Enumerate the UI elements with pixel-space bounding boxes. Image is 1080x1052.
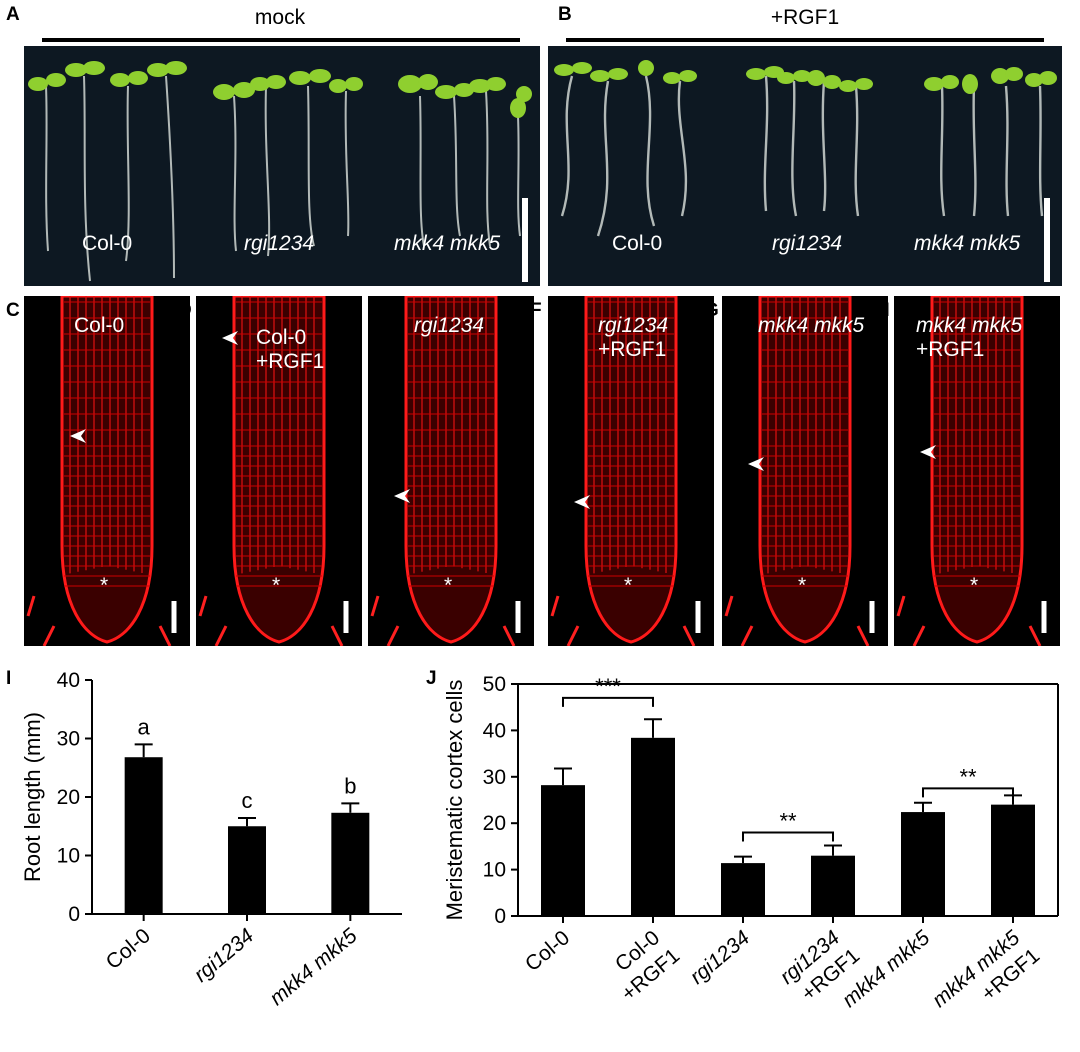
significance-letter: a: [138, 714, 151, 739]
root-tip-drawing: [198, 296, 349, 646]
scale-bar-a: [522, 198, 528, 282]
y-tick-label: 20: [57, 786, 80, 809]
photo-b-label-col0: Col-0: [612, 232, 663, 255]
confocal-label-f: rgi1234: [598, 314, 669, 337]
root-tip-drawing: [896, 296, 1047, 646]
significance-stars: ***: [595, 674, 621, 699]
quiescent-center-marker: *: [970, 574, 979, 597]
panel-label-f: F: [530, 300, 542, 321]
y-tick-label: 10: [483, 859, 506, 882]
quiescent-center-marker: *: [798, 574, 807, 597]
panel-label-b: B: [558, 4, 572, 25]
root-tip-drawing: [550, 296, 701, 646]
x-category-label: Col-0: [102, 924, 155, 974]
panel-label-c: C: [6, 300, 20, 321]
quiescent-center-marker: *: [624, 574, 633, 597]
confocal-treatment-d: +RGF1: [256, 350, 325, 373]
chart-meristem-cells: J 0 10 20 30 40 50 Meristematic cortex cells Col…: [426, 668, 1059, 1012]
y-tick-label: 40: [483, 719, 506, 742]
photo-a-label-rgi1234: rgi1234: [244, 232, 315, 255]
quiescent-center-marker: *: [100, 574, 109, 597]
y-tick-label: 0: [68, 903, 80, 926]
confocal-label-e: rgi1234: [414, 314, 485, 337]
seedling-photo-rgf1: Col-0 rgi1234 mkk4 mkk5: [548, 46, 1062, 286]
panel-label-d: D: [178, 300, 192, 321]
seedling-photo-mock: Col-0 rgi1234 mkk4 mkk5: [24, 46, 540, 286]
confocal-image-d: * Col-0 +RGF1: [196, 296, 362, 646]
rgf1-header: +RGF1: [770, 6, 840, 29]
bar: [811, 855, 855, 916]
y-tick-label: 30: [483, 766, 506, 789]
mock-header: mock: [254, 6, 306, 29]
y-tick-label: 40: [57, 669, 80, 692]
significance-bracket: [562, 696, 654, 707]
root-tip-drawing: [370, 296, 521, 646]
photo-a-label-mkk4mkk5: mkk4 mkk5: [394, 232, 501, 255]
confocal-label-d: Col-0: [256, 326, 307, 349]
y-tick-label: 20: [483, 812, 506, 835]
quiescent-center-marker: *: [272, 574, 281, 597]
bar: [901, 812, 945, 916]
confocal-image-c: * Col-0: [24, 296, 190, 646]
y-tick-label: 50: [483, 673, 506, 696]
bar: [631, 737, 675, 916]
confocal-image-h: * mkk4 mkk5 +RGF1: [894, 296, 1060, 646]
significance-stars: **: [779, 808, 797, 833]
y-tick-label: 0: [494, 905, 506, 928]
confocal-label-h: mkk4 mkk5: [916, 314, 1023, 337]
significance-bracket: [742, 831, 834, 842]
y-tick-label: 10: [57, 845, 80, 868]
x-category-label: rgi1234: [190, 924, 258, 987]
scale-bar-b: [1044, 198, 1050, 282]
significance-stars: **: [959, 764, 977, 789]
bar: [124, 757, 163, 914]
significance-letter: b: [344, 773, 356, 798]
panel-label-i: I: [6, 668, 11, 689]
photo-b-label-mkk4mkk5: mkk4 mkk5: [914, 232, 1021, 255]
x-category-label: Col-0: [521, 926, 574, 976]
x-category-label: rgi1234: [686, 926, 754, 989]
root-tip-drawing: [26, 296, 177, 646]
panel-label-j: J: [426, 668, 437, 689]
confocal-label-g: mkk4 mkk5: [758, 314, 865, 337]
bar: [721, 863, 765, 916]
x-category-label: mkk4 mkk5: [265, 924, 361, 1010]
mock-bracket: [42, 38, 520, 42]
significance-letter: c: [242, 788, 253, 813]
significance-bracket: [922, 787, 1014, 798]
panel-label-h: H: [876, 300, 890, 321]
panel-label-e: E: [350, 300, 363, 321]
y-axis-label: Root length (mm): [20, 712, 45, 882]
bar: [541, 785, 585, 916]
y-tick-label: 30: [57, 728, 80, 751]
bar: [228, 826, 266, 914]
rgf1-bracket: [566, 38, 1044, 42]
y-axis-label: Meristematic cortex cells: [442, 680, 467, 921]
panel-label-a: A: [6, 4, 20, 25]
seedlings-rgf1: [554, 60, 1057, 237]
bar: [331, 812, 370, 914]
panel-label-g: G: [704, 300, 719, 321]
bar: [991, 804, 1035, 916]
confocal-image-f: * rgi1234 +RGF1: [548, 296, 714, 646]
confocal-image-g: * mkk4 mkk5: [722, 296, 888, 646]
confocal-image-e: * rgi1234: [368, 296, 534, 646]
confocal-label-c: Col-0: [74, 314, 125, 337]
photo-b-label-rgi1234: rgi1234: [772, 232, 843, 255]
photo-a-label-col0: Col-0: [82, 232, 133, 255]
confocal-treatment-h: +RGF1: [916, 338, 985, 361]
quiescent-center-marker: *: [444, 574, 453, 597]
chart-root-length: I 0 10 20 30 40 Root length (mm) a Col-0 c rgi1234…: [6, 668, 402, 1010]
root-tip-drawing: [724, 296, 875, 646]
seedlings-mock: [28, 61, 532, 282]
confocal-treatment-f: +RGF1: [598, 338, 667, 361]
